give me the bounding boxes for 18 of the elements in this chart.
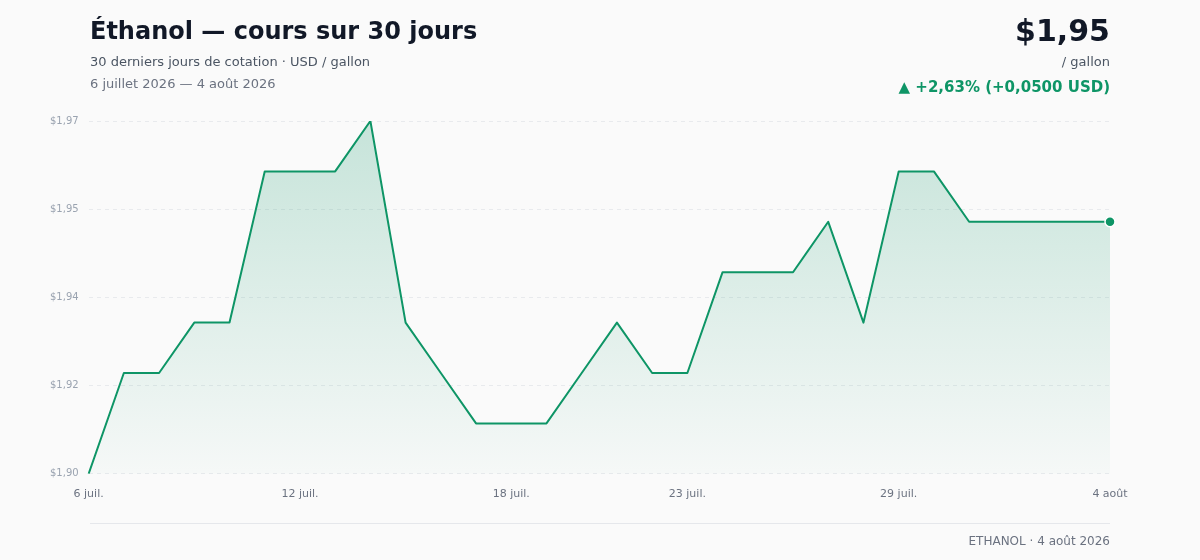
x-tick-label: 4 août: [1092, 487, 1129, 501]
chart-title: Éthanol — cours sur 30 jours: [90, 17, 478, 45]
text: ▲ +2,63% (+0,0500 USD): [898, 78, 1110, 96]
text: ETHANOL · 4 août 2026: [968, 534, 1110, 548]
y-tick-label: $1,94: [49, 290, 79, 302]
chart-subtitle: 30 derniers jours de cotation · USD / gallon: [90, 54, 371, 69]
text: 6 juillet 2026 — 4 août 2026: [90, 76, 276, 91]
text: $1,95: [1015, 13, 1110, 48]
y-tick-label: $1,92: [49, 379, 79, 391]
y-tick-label: $1,95: [49, 202, 79, 214]
x-tick-label: 29 juil.: [880, 487, 918, 501]
text: / gallon: [1061, 54, 1110, 69]
y-tick-label: $1,97: [49, 114, 79, 126]
x-tick-label: 23 juil.: [668, 487, 706, 501]
x-tick-label: 18 juil.: [492, 487, 530, 501]
x-tick-label: 6 juil.: [73, 487, 104, 501]
x-tick-label: 12 juil.: [281, 487, 319, 501]
y-tick-label: $1,90: [49, 467, 79, 479]
